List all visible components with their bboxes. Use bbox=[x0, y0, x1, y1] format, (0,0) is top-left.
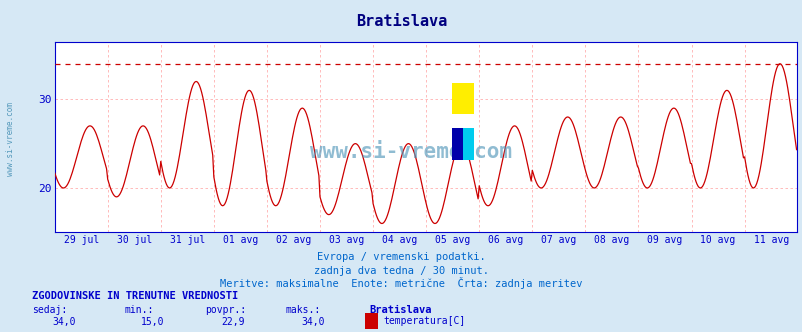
Text: Evropa / vremenski podatki.: Evropa / vremenski podatki. bbox=[317, 252, 485, 262]
Text: min.:: min.: bbox=[124, 305, 154, 315]
Text: povpr.:: povpr.: bbox=[205, 305, 245, 315]
Text: 34,0: 34,0 bbox=[301, 317, 324, 327]
Text: 22,9: 22,9 bbox=[221, 317, 244, 327]
Text: Meritve: maksimalne  Enote: metrične  Črta: zadnja meritev: Meritve: maksimalne Enote: metrične Črta… bbox=[220, 277, 582, 289]
Text: www.si-vreme.com: www.si-vreme.com bbox=[6, 103, 15, 176]
Text: sedaj:: sedaj: bbox=[32, 305, 67, 315]
Text: 15,0: 15,0 bbox=[140, 317, 164, 327]
Text: temperatura[C]: temperatura[C] bbox=[383, 316, 465, 326]
Text: 34,0: 34,0 bbox=[52, 317, 75, 327]
Text: Bratislava: Bratislava bbox=[369, 305, 431, 315]
Text: www.si-vreme.com: www.si-vreme.com bbox=[310, 142, 511, 162]
Text: ZGODOVINSKE IN TRENUTNE VREDNOSTI: ZGODOVINSKE IN TRENUTNE VREDNOSTI bbox=[32, 291, 238, 301]
Text: Bratislava: Bratislava bbox=[355, 14, 447, 29]
Text: zadnja dva tedna / 30 minut.: zadnja dva tedna / 30 minut. bbox=[314, 266, 488, 276]
Text: maks.:: maks.: bbox=[285, 305, 320, 315]
